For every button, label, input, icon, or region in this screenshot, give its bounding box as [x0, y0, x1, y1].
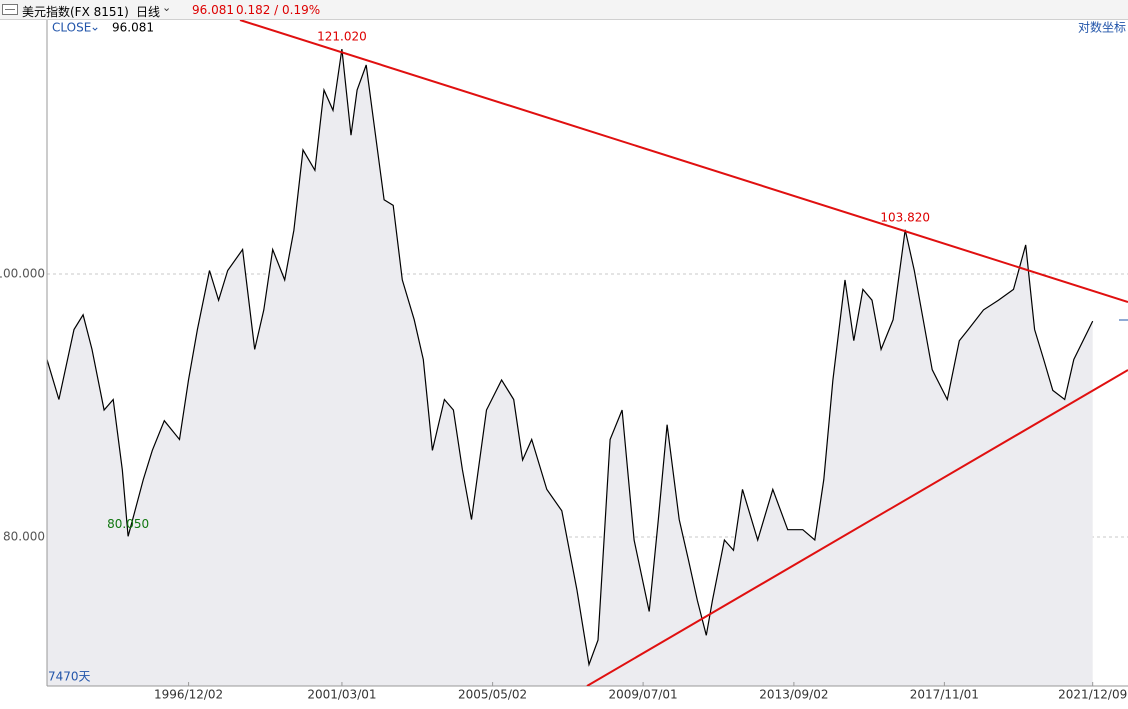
scale-label[interactable]: 对数坐标: [1078, 20, 1126, 35]
change: 0.182 / 0.19%: [236, 3, 321, 17]
area: [47, 49, 1093, 686]
header-bar: 美元指数(FX 8151) 日线 ⌄ 96.081 0.182 / 0.19%: [0, 0, 1128, 20]
trend-line-lower: [586, 369, 1128, 686]
x-tick-label: 2009/07/01: [609, 688, 678, 702]
period[interactable]: 日线: [136, 5, 161, 19]
series-caret[interactable]: ⌄: [90, 20, 100, 34]
x-tick-label: 2021/12/09: [1058, 688, 1127, 702]
menu-icon[interactable]: [2, 4, 18, 16]
y-tick-label: 100.000: [0, 267, 45, 281]
plot: [47, 49, 1128, 686]
series-label[interactable]: CLOSE: [52, 21, 91, 35]
annotation: 80.050: [107, 517, 149, 531]
series-value: 96.081: [112, 21, 154, 35]
chart: CLOSE ⌄ 96.081 对数坐标 7470天 80.000 100.000 1…: [0, 20, 1128, 702]
y-tick-label: 80.000: [3, 530, 45, 544]
line: [47, 49, 1094, 667]
period-caret[interactable]: ⌄: [162, 1, 172, 14]
x-tick-label: 2017/11/01: [910, 688, 979, 702]
x-tick-label: 2013/09/02: [759, 688, 828, 702]
annotation: 121.020: [317, 30, 367, 44]
count-label: 7470天: [48, 670, 91, 684]
annotation: 103.820: [880, 210, 930, 224]
x-tick-label: 2001/03/01: [307, 688, 376, 702]
x-tick-label: 2005/05/02: [458, 688, 527, 702]
last-price: 96.081: [192, 3, 234, 17]
trend-line-upper: [239, 20, 1128, 303]
x-tick-label: 1996/12/02: [154, 688, 223, 702]
instrument: 美元指数(FX 8151): [22, 5, 129, 19]
